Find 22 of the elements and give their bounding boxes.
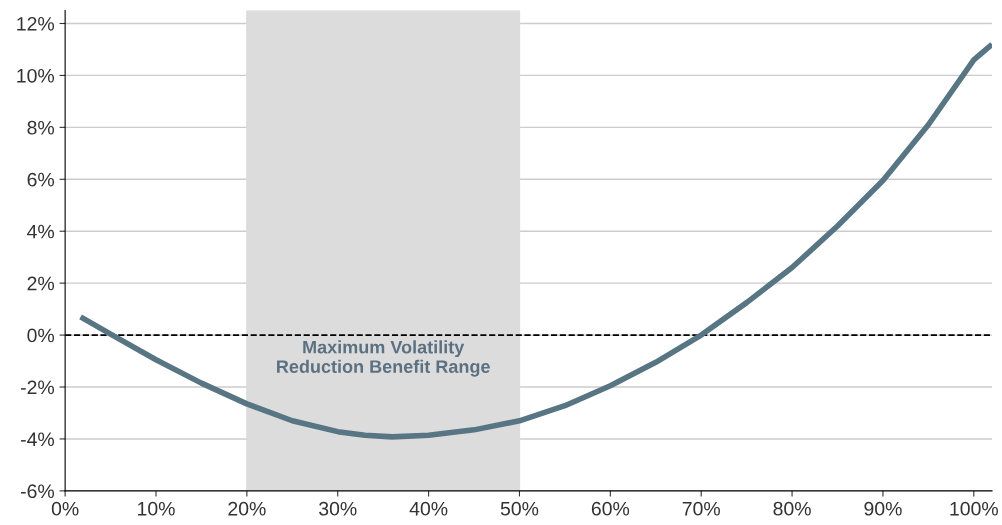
x-tick-label: 20% (228, 501, 266, 516)
x-tick-label: 90% (864, 501, 902, 516)
x-tick-label: 80% (773, 501, 811, 516)
y-tick-label: 4% (27, 224, 55, 239)
y-tick-label: -6% (21, 484, 55, 499)
y-tick-label: 2% (27, 276, 55, 291)
x-tick-label: 30% (319, 501, 357, 516)
y-tick-label: 10% (17, 68, 55, 83)
y-tick-label: -4% (21, 432, 55, 447)
x-tick-label: 50% (500, 501, 539, 516)
y-tick-label: 0% (27, 328, 55, 343)
y-tick-label: 6% (27, 172, 55, 187)
x-tick-label: 10% (138, 501, 175, 516)
x-tick-label: 40% (409, 501, 448, 516)
x-tick-label: 100% (950, 501, 998, 516)
x-tick-label: 0% (51, 501, 79, 516)
x-tick-label: 60% (591, 501, 630, 516)
band-label: Maximum Volatility Reduction Benefit Range (277, 340, 490, 377)
y-tick-label: 12% (17, 16, 55, 31)
y-tick-label: -2% (21, 380, 55, 395)
x-tick-label: 70% (682, 501, 720, 516)
y-tick-label: 8% (27, 120, 55, 135)
